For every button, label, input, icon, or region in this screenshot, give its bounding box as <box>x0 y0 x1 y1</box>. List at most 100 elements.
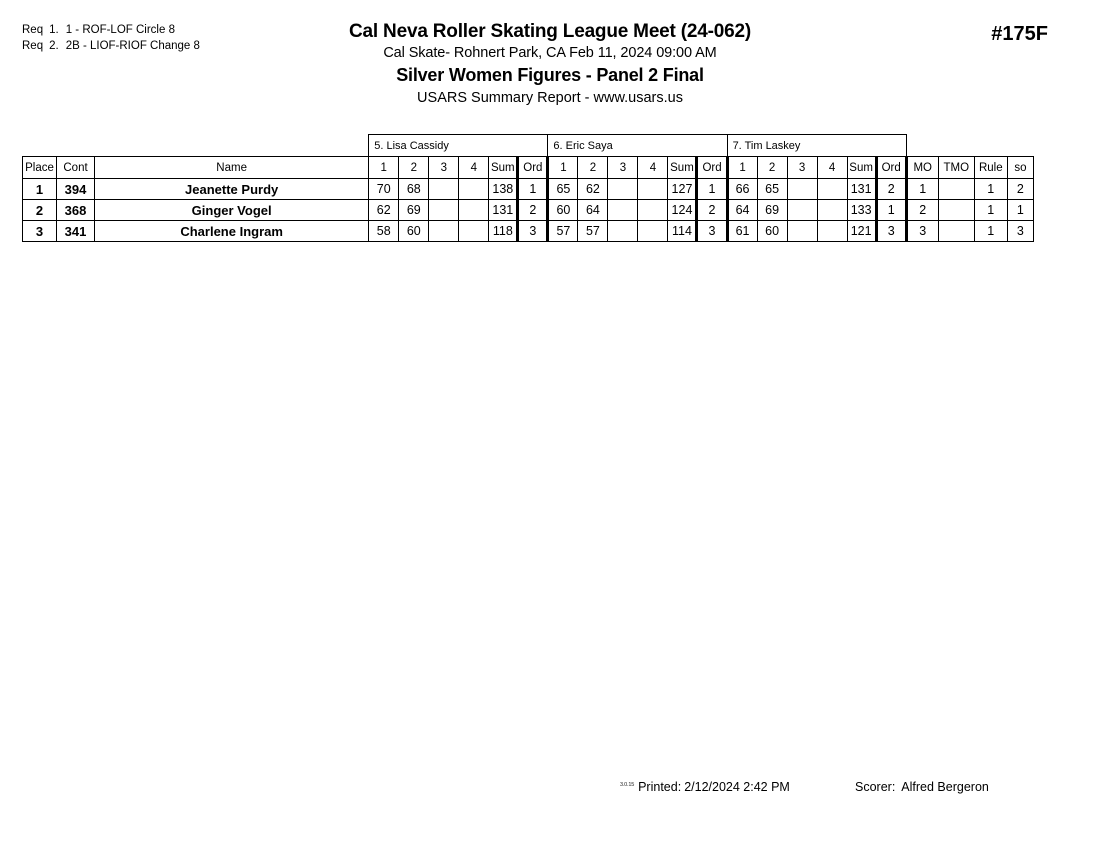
cell-so: 1 <box>1006 199 1035 221</box>
cell-j3-fig1: 64 <box>726 199 758 221</box>
event-title: Silver Women Figures - Panel 2 Final <box>396 65 704 85</box>
cell-j2-fig3 <box>607 220 639 242</box>
requirement-label: Req <box>22 40 44 52</box>
cell-j1-fig1: 58 <box>368 220 400 242</box>
requirements-block: Req 1. 1 - ROF-LOF Circle 8 Req 2. 2B - LIOF… <box>22 22 200 54</box>
judge-panel-3-label: 7. Tim Laskey <box>726 134 907 157</box>
cell-mo: 2 <box>905 199 939 221</box>
column-header-j3-ord: Ord <box>874 156 908 179</box>
column-header-rule: Rule <box>973 156 1008 179</box>
meet-venue-datetime: Cal Skate- Rohnert Park, CA Feb 11, 2024… <box>383 45 717 61</box>
cell-j2-fig4 <box>637 220 669 242</box>
column-header-j3-fig4: 4 <box>816 156 848 179</box>
column-header-name: Name <box>94 156 370 179</box>
cell-j1-sum: 138 <box>488 178 519 200</box>
cell-j2-sum: 127 <box>667 178 698 200</box>
version-tag: 3.0.15 <box>620 781 635 788</box>
cell-j1-ord: 2 <box>516 199 550 221</box>
cell-j2-ord: 3 <box>695 220 729 242</box>
cell-j3-fig3 <box>786 178 818 200</box>
requirement-text: 1 - ROF-LOF Circle 8 <box>65 24 175 36</box>
cell-j3-fig4 <box>816 220 848 242</box>
cell-j3-fig1: 61 <box>726 220 758 242</box>
requirement-number: 2. <box>49 40 59 52</box>
cell-tmo <box>937 199 975 221</box>
printed-timestamp: 2/12/2024 2:42 PM <box>684 780 790 794</box>
requirement-line-2: Req 2. 2B - LIOF-RIOF Change 8 <box>22 38 200 54</box>
cell-j1-fig1: 62 <box>368 199 400 221</box>
column-header-j1-sum: Sum <box>488 156 519 179</box>
column-header-j3-fig1: 1 <box>726 156 758 179</box>
cell-j3-fig3 <box>786 199 818 221</box>
cell-j2-fig4 <box>637 178 669 200</box>
cell-j1-fig3 <box>428 178 460 200</box>
cell-j1-fig2: 60 <box>398 220 430 242</box>
title-block: Cal Neva Roller Skating League Meet (24-… <box>0 20 1100 109</box>
column-header-row: Place Cont Name 1 2 3 4 Sum Ord 1 2 3 4 … <box>21 156 1035 179</box>
cell-j3-fig2: 60 <box>756 220 788 242</box>
cell-cont: 341 <box>56 220 96 242</box>
column-header-mo: MO <box>905 156 939 179</box>
cell-j2-fig2: 62 <box>577 178 609 200</box>
scorer-label: Scorer: <box>855 780 896 794</box>
cell-name: Ginger Vogel <box>94 199 370 221</box>
cell-cont: 394 <box>56 178 96 200</box>
column-header-j1-fig1: 1 <box>368 156 400 179</box>
cell-tmo <box>937 178 975 200</box>
cell-j1-ord: 3 <box>516 220 550 242</box>
cell-j1-fig4 <box>458 178 490 200</box>
cell-j2-fig3 <box>607 199 639 221</box>
cell-j2-fig2: 57 <box>577 220 609 242</box>
cell-j2-fig2: 64 <box>577 199 609 221</box>
scorer-info: Scorer: Alfred Bergeron <box>855 780 989 794</box>
column-header-j2-fig3: 3 <box>607 156 639 179</box>
cell-j2-fig1: 65 <box>547 178 579 200</box>
cell-rule: 1 <box>973 220 1008 242</box>
column-header-j3-fig3: 3 <box>786 156 818 179</box>
cell-j2-fig1: 60 <box>547 199 579 221</box>
cell-mo: 3 <box>905 220 939 242</box>
column-header-tmo: TMO <box>937 156 975 179</box>
requirement-text: 2B - LIOF-RIOF Change 8 <box>65 40 200 52</box>
cell-rule: 1 <box>973 178 1008 200</box>
cell-name: Charlene Ingram <box>94 220 370 242</box>
requirement-label: Req <box>22 24 44 36</box>
cell-name: Jeanette Purdy <box>94 178 370 200</box>
cell-tmo <box>937 220 975 242</box>
cell-rule: 1 <box>973 199 1008 221</box>
judge-band-spacer-right <box>906 135 1033 157</box>
cell-j3-sum: 131 <box>846 178 877 200</box>
scorer-name: Alfred Bergeron <box>901 780 989 794</box>
cell-j1-sum: 131 <box>488 199 519 221</box>
cell-j2-fig1: 57 <box>547 220 579 242</box>
requirement-number: 1. <box>49 24 59 36</box>
report-subtitle: USARS Summary Report - www.usars.us <box>417 90 683 106</box>
cell-j1-ord: 1 <box>516 178 550 200</box>
cell-j2-fig4 <box>637 199 669 221</box>
cell-j3-fig3 <box>786 220 818 242</box>
column-header-j2-fig2: 2 <box>577 156 609 179</box>
table-row[interactable]: 2 368 Ginger Vogel 62 69 131 2 60 64 124… <box>21 199 1035 221</box>
cell-j1-sum: 118 <box>488 220 519 242</box>
cell-place: 2 <box>21 199 58 221</box>
judge-panel-2-label: 6. Eric Saya <box>547 134 728 157</box>
cell-j2-ord: 2 <box>695 199 729 221</box>
table-row[interactable]: 3 341 Charlene Ingram 58 60 118 3 57 57 … <box>21 220 1035 242</box>
column-header-cont: Cont <box>56 156 96 179</box>
results-table: 5. Lisa Cassidy 6. Eric Saya 7. Tim Lask… <box>21 134 1035 242</box>
cell-j3-ord: 3 <box>874 220 908 242</box>
cell-j3-sum: 121 <box>846 220 877 242</box>
cell-j3-ord: 2 <box>874 178 908 200</box>
column-header-j1-fig2: 2 <box>398 156 430 179</box>
table-row[interactable]: 1 394 Jeanette Purdy 70 68 138 1 65 62 1… <box>21 178 1035 200</box>
printed-label: Printed: <box>638 780 682 794</box>
column-header-so: so <box>1006 156 1035 179</box>
judge-panel-1-label: 5. Lisa Cassidy <box>368 134 549 157</box>
cell-j2-fig3 <box>607 178 639 200</box>
column-header-j3-fig2: 2 <box>756 156 788 179</box>
column-header-j1-ord: Ord <box>516 156 550 179</box>
cell-j2-ord: 1 <box>695 178 729 200</box>
cell-j3-fig4 <box>816 178 848 200</box>
cell-j2-sum: 114 <box>667 220 698 242</box>
cell-j1-fig4 <box>458 220 490 242</box>
